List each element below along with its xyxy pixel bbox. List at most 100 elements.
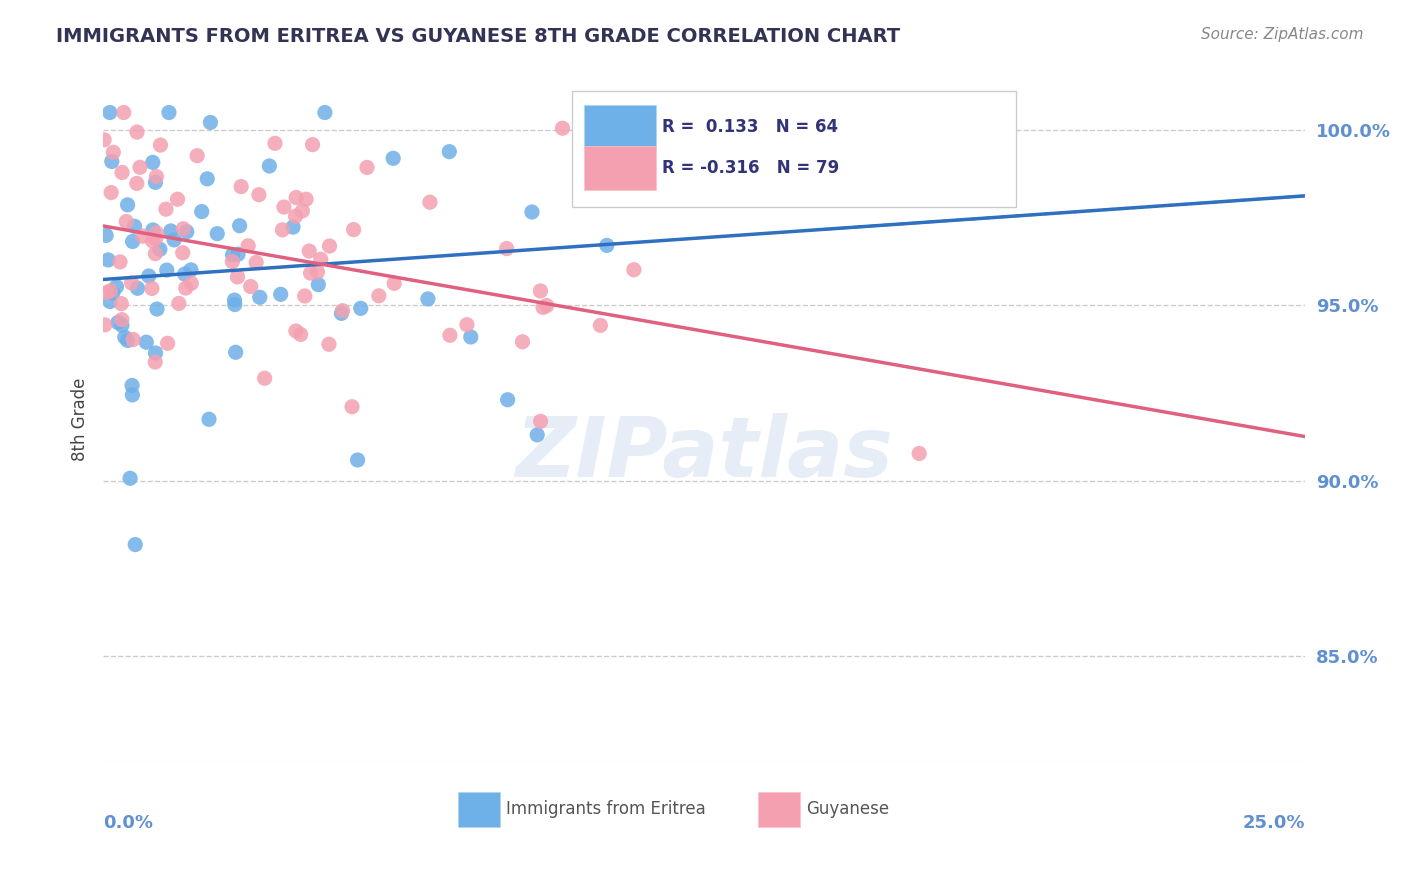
- Point: [536, 299, 558, 313]
- Point: [110, 296, 132, 310]
- Point: [100, 154, 122, 169]
- Point: [301, 137, 323, 152]
- Point: [186, 149, 208, 163]
- Point: [121, 388, 143, 402]
- Text: 0.0%: 0.0%: [103, 814, 153, 832]
- Text: ZIPatlas: ZIPatlas: [515, 413, 893, 494]
- Point: [101, 286, 124, 301]
- Point: [350, 301, 373, 316]
- Point: [98, 284, 121, 298]
- FancyBboxPatch shape: [457, 792, 499, 827]
- Point: [294, 289, 316, 303]
- Point: [228, 219, 250, 233]
- Point: [343, 222, 366, 236]
- Text: R =  0.133   N = 64: R = 0.133 N = 64: [662, 118, 838, 136]
- Point: [145, 169, 167, 184]
- Point: [253, 371, 276, 385]
- Point: [245, 255, 267, 269]
- Point: [623, 262, 645, 277]
- Point: [200, 115, 222, 129]
- Point: [578, 105, 600, 120]
- Point: [174, 281, 197, 295]
- Point: [195, 171, 218, 186]
- Point: [598, 136, 620, 151]
- Point: [229, 179, 252, 194]
- Point: [107, 316, 129, 330]
- Point: [100, 186, 122, 200]
- Point: [307, 277, 329, 292]
- Point: [142, 155, 165, 169]
- Point: [145, 175, 167, 189]
- Y-axis label: 8th Grade: 8th Grade: [72, 378, 89, 461]
- Point: [121, 235, 143, 249]
- Point: [94, 318, 117, 332]
- Point: [98, 294, 121, 309]
- Text: Guyanese: Guyanese: [806, 800, 889, 819]
- Text: Source: ZipAtlas.com: Source: ZipAtlas.com: [1201, 27, 1364, 42]
- Point: [512, 334, 534, 349]
- Point: [264, 136, 287, 151]
- Point: [142, 223, 165, 237]
- Point: [120, 471, 142, 485]
- Point: [145, 346, 167, 360]
- Point: [114, 330, 136, 344]
- Point: [239, 279, 262, 293]
- Point: [172, 245, 194, 260]
- Point: [98, 105, 121, 120]
- Point: [111, 312, 134, 326]
- Point: [330, 306, 353, 320]
- Point: [460, 330, 482, 344]
- Point: [156, 336, 179, 351]
- Point: [96, 285, 118, 300]
- Point: [419, 195, 441, 210]
- Point: [112, 105, 135, 120]
- Point: [167, 296, 190, 310]
- Point: [551, 121, 574, 136]
- Point: [346, 453, 368, 467]
- Point: [529, 284, 551, 298]
- Point: [314, 105, 336, 120]
- Point: [155, 202, 177, 216]
- Point: [367, 289, 389, 303]
- Point: [224, 297, 246, 311]
- Point: [596, 238, 619, 252]
- Point: [163, 233, 186, 247]
- Point: [176, 225, 198, 239]
- Text: 25.0%: 25.0%: [1243, 814, 1305, 832]
- Point: [356, 161, 378, 175]
- Point: [284, 324, 307, 338]
- Point: [307, 265, 329, 279]
- Point: [180, 263, 202, 277]
- Point: [125, 177, 148, 191]
- Point: [198, 412, 221, 426]
- Point: [226, 269, 249, 284]
- Point: [94, 228, 117, 243]
- Point: [143, 355, 166, 369]
- Point: [290, 327, 312, 342]
- Point: [157, 105, 180, 120]
- Point: [141, 234, 163, 248]
- Point: [221, 248, 243, 262]
- Point: [318, 239, 340, 253]
- Point: [141, 281, 163, 295]
- FancyBboxPatch shape: [758, 792, 800, 827]
- Point: [117, 198, 139, 212]
- Point: [908, 446, 931, 460]
- Point: [93, 133, 115, 147]
- Point: [291, 203, 314, 218]
- Point: [143, 246, 166, 260]
- Text: R = -0.316   N = 79: R = -0.316 N = 79: [662, 159, 839, 177]
- Point: [382, 151, 405, 165]
- Point: [299, 266, 322, 280]
- Point: [247, 187, 270, 202]
- Point: [172, 221, 194, 235]
- Point: [124, 219, 146, 234]
- FancyBboxPatch shape: [583, 146, 657, 190]
- Point: [121, 276, 143, 290]
- Point: [125, 125, 148, 139]
- Point: [439, 328, 461, 343]
- Point: [309, 252, 332, 267]
- Point: [238, 239, 260, 253]
- Point: [273, 200, 295, 214]
- Point: [111, 318, 134, 333]
